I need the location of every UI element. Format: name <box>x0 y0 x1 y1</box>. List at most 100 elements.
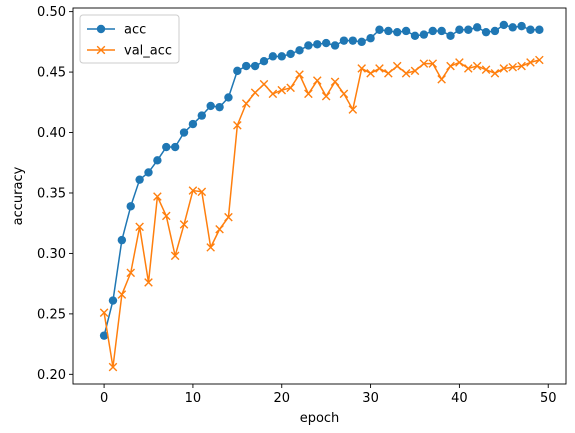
data-point-val-acc <box>295 70 304 79</box>
y-tick-label: 0.20 <box>37 368 66 383</box>
legend-marker-acc <box>96 24 106 34</box>
data-point-acc <box>535 25 544 34</box>
data-point-val-acc <box>517 61 526 71</box>
data-point-acc <box>153 156 162 165</box>
x-tick-label: 50 <box>540 391 557 406</box>
data-point-val-acc <box>401 68 411 78</box>
legend-entry-acc: acc <box>87 23 146 38</box>
x-tick-label: 40 <box>451 391 468 406</box>
data-point-acc <box>375 25 384 34</box>
data-point-acc <box>428 26 437 36</box>
data-point-acc <box>481 27 491 37</box>
data-point-val-acc <box>499 64 509 73</box>
data-point-acc <box>490 26 500 36</box>
data-point-val-acc <box>508 62 517 72</box>
data-point-val-acc <box>526 58 535 67</box>
data-point-acc <box>455 25 464 34</box>
legend-label-acc: acc <box>124 23 146 38</box>
data-point-val-acc <box>330 77 340 87</box>
data-point-val-acc <box>410 66 420 76</box>
data-point-val-acc <box>312 76 322 85</box>
x-axis-label: epoch <box>300 411 340 426</box>
data-point-acc <box>286 49 295 59</box>
legend: acc val_acc <box>79 14 180 64</box>
x-tick-label: 30 <box>362 391 379 406</box>
data-point-acc <box>99 331 109 340</box>
data-point-val-acc <box>108 362 118 372</box>
data-point-acc <box>135 175 144 184</box>
y-tick-label: 0.50 <box>37 5 66 20</box>
axes: 0 10 20 30 40 50 0.20 0.25 0.30 0.35 0.40 0.45 0.50 <box>37 5 567 406</box>
data-point-acc <box>188 119 198 129</box>
data-point-val-acc <box>419 59 429 68</box>
data-point-val-acc <box>153 192 162 201</box>
data-point-val-acc <box>233 120 242 130</box>
y-tick-label: 0.25 <box>37 307 66 322</box>
y-tick-label: 0.35 <box>37 186 66 201</box>
data-point-acc <box>117 235 127 245</box>
data-point-val-acc <box>170 251 180 261</box>
data-point-acc <box>277 52 286 61</box>
y-axis-label: accuracy <box>11 166 26 225</box>
data-point-val-acc <box>384 68 393 78</box>
data-point-acc <box>313 40 322 49</box>
data-point-acc <box>250 61 260 71</box>
data-point-val-acc <box>206 243 215 252</box>
legend-marker-val-acc <box>96 45 106 55</box>
data-point-val-acc <box>126 268 136 278</box>
data-point-val-acc <box>481 65 491 74</box>
x-tick-label: 20 <box>273 391 290 406</box>
data-point-acc <box>393 27 402 37</box>
data-point-val-acc <box>215 224 224 234</box>
data-point-val-acc <box>490 68 500 78</box>
data-point-val-acc <box>392 61 402 71</box>
y-tick-label: 0.40 <box>37 126 66 141</box>
data-point-acc <box>321 38 331 48</box>
data-point-val-acc <box>99 308 109 317</box>
data-point-acc <box>526 25 535 34</box>
data-point-val-acc <box>135 222 144 232</box>
data-point-val-acc <box>375 64 384 73</box>
data-point-val-acc <box>188 186 198 195</box>
x-tick-label: 10 <box>185 391 202 406</box>
x-tick-label: 0 <box>100 391 108 406</box>
data-point-acc <box>268 52 278 61</box>
data-point-acc <box>499 20 509 30</box>
data-point-val-acc <box>117 290 127 299</box>
data-point-val-acc <box>241 99 251 108</box>
data-point-val-acc <box>250 88 260 97</box>
data-point-acc <box>517 21 526 31</box>
data-point-val-acc <box>339 89 349 99</box>
data-point-acc <box>437 26 446 36</box>
data-point-val-acc <box>161 211 171 221</box>
data-point-val-acc <box>144 278 153 287</box>
data-point-val-acc <box>179 220 189 229</box>
data-point-val-acc <box>472 61 482 71</box>
data-point-acc <box>233 66 242 76</box>
data-point-acc <box>170 142 180 152</box>
data-point-val-acc <box>535 55 544 65</box>
data-point-val-acc <box>321 91 331 101</box>
data-point-acc <box>357 37 366 47</box>
data-point-acc <box>472 23 482 32</box>
data-point-acc <box>242 61 251 71</box>
data-point-acc <box>348 36 358 45</box>
data-point-val-acc <box>348 105 358 114</box>
data-point-acc <box>446 31 455 41</box>
data-point-acc <box>339 36 349 45</box>
data-point-acc <box>384 26 393 36</box>
data-point-val-acc <box>437 75 446 84</box>
legend-box <box>79 14 180 64</box>
data-point-acc <box>419 30 429 39</box>
data-point-acc <box>162 142 171 152</box>
data-point-val-acc <box>268 89 278 99</box>
data-point-acc <box>259 56 269 66</box>
data-point-val-acc <box>304 89 313 99</box>
data-point-val-acc <box>277 85 287 95</box>
data-point-acc <box>144 168 153 177</box>
data-point-acc <box>330 41 340 50</box>
data-point-val-acc <box>366 68 375 78</box>
data-point-acc <box>410 31 420 41</box>
